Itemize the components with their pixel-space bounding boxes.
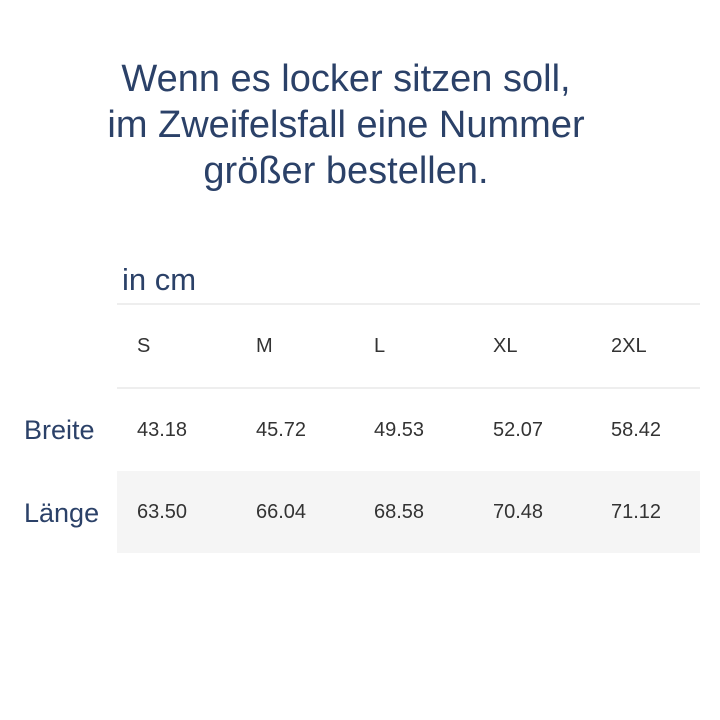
title-line: im Zweifelsfall eine Nummer <box>107 104 585 146</box>
striped-row-background <box>117 471 700 553</box>
table-cell: 49.53 <box>374 419 425 441</box>
table-cell: 58.42 <box>611 419 662 441</box>
table-cell: 52.07 <box>493 419 544 441</box>
row-label-laenge: Länge <box>24 498 100 528</box>
table-cell: 71.12 <box>611 501 662 523</box>
unit-label: in cm <box>122 262 197 297</box>
title-line: größer bestellen. <box>203 150 489 192</box>
table-cell: 66.04 <box>256 501 307 523</box>
column-header-s: S <box>137 335 151 357</box>
column-header-m: M <box>256 335 273 357</box>
column-header-l: L <box>374 335 386 357</box>
header-divider <box>117 387 700 389</box>
size-advice-title: Wenn es locker sitzen soll, im Zweifelsf… <box>0 56 692 194</box>
row-label-breite: Breite <box>24 415 95 445</box>
table-cell: 70.48 <box>493 501 544 523</box>
table-cell: 45.72 <box>256 419 307 441</box>
table-cell: 68.58 <box>374 501 425 523</box>
table-cell: 63.50 <box>137 501 188 523</box>
table-top-divider <box>117 303 700 305</box>
column-header-2xl: 2XL <box>611 335 647 357</box>
title-line: Wenn es locker sitzen soll, <box>121 58 571 100</box>
table-cell: 43.18 <box>137 419 188 441</box>
column-header-xl: XL <box>493 335 518 357</box>
